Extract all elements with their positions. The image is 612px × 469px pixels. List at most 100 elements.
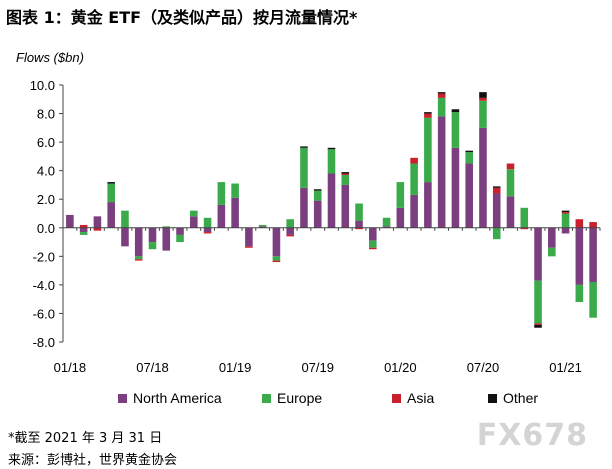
bar-europe-12/19 bbox=[382, 217, 391, 227]
legend-item-north-america: North America bbox=[118, 390, 222, 406]
x-tick-label: 01/19 bbox=[219, 360, 252, 375]
bar-europe-06/18 bbox=[134, 256, 143, 260]
bar-asia-07/20 bbox=[479, 97, 487, 101]
bar-europe-11/19 bbox=[369, 240, 377, 248]
bar-north-america-02/21 bbox=[575, 227, 584, 285]
bar-north-america-05/19 bbox=[286, 227, 294, 235]
axes-layer: -8.0 -6.0 -4.0 -2.0 0.0 2.0 4.0 6.0 8.0 10.0 01/18… bbox=[30, 78, 601, 375]
bar-north-america-04/18 bbox=[107, 202, 115, 228]
bar-europe-12/18 bbox=[217, 182, 226, 205]
bar-europe-03/19 bbox=[258, 224, 267, 227]
bar-asia-03/18 bbox=[93, 227, 102, 231]
bar-north-america-09/19 bbox=[341, 184, 350, 228]
bar-europe-02/18 bbox=[79, 232, 88, 235]
bar-asia-11/19 bbox=[369, 247, 377, 250]
legend-label: Europe bbox=[277, 390, 323, 406]
bar-other-06/20 bbox=[465, 150, 473, 153]
bar-europe-04/20 bbox=[437, 97, 446, 117]
legend-item-europe: Europe bbox=[262, 390, 322, 406]
bar-north-america-03/18 bbox=[93, 216, 102, 228]
legend-swatch bbox=[118, 393, 127, 403]
y-axis-title: Flows ($bn) bbox=[16, 50, 84, 65]
bar-asia-10/19 bbox=[355, 227, 363, 230]
bar-other-11/20 bbox=[534, 324, 542, 328]
bar-asia-03/20 bbox=[424, 113, 432, 118]
x-tick-label: 07/19 bbox=[301, 360, 334, 375]
stacked-bar-chart: -8.0 -6.0 -4.0 -2.0 0.0 2.0 4.0 6.0 8.0 10.0 01/18… bbox=[30, 78, 601, 375]
bar-other-04/18 bbox=[107, 182, 115, 184]
bar-other-07/19 bbox=[313, 189, 322, 191]
bar-europe-03/21 bbox=[589, 282, 597, 318]
bar-asia-06/18 bbox=[134, 259, 143, 261]
bar-north-america-03/19 bbox=[258, 226, 267, 228]
bar-north-america-11/18 bbox=[203, 227, 212, 233]
legend-item-other: Other bbox=[488, 390, 538, 406]
bar-europe-07/18 bbox=[148, 242, 157, 250]
bar-asia-02/21 bbox=[575, 219, 584, 228]
bar-north-america-01/18 bbox=[66, 214, 74, 228]
bar-north-america-08/18 bbox=[162, 227, 171, 251]
bar-europe-05/19 bbox=[286, 219, 294, 228]
bar-north-america-06/20 bbox=[465, 163, 473, 228]
bar-europe-08/19 bbox=[327, 149, 336, 174]
bar-north-america-02/19 bbox=[245, 227, 253, 247]
bar-other-07/20 bbox=[479, 92, 487, 98]
bar-other-04/20 bbox=[437, 92, 446, 94]
bar-europe-01/19 bbox=[231, 183, 239, 198]
bar-north-america-07/20 bbox=[479, 127, 487, 228]
y-tick-label: 2.0 bbox=[37, 192, 55, 207]
bar-asia-01/21 bbox=[561, 212, 570, 214]
y-tick-label: -4.0 bbox=[33, 278, 55, 293]
footnote: *截至 2021 年 3 月 31 日 bbox=[8, 431, 163, 446]
chart-title: 图表 1：黄金 ETF（及类似产品）按月流量情况* bbox=[6, 8, 358, 27]
bar-north-america-01/19 bbox=[231, 197, 239, 228]
x-tick-label: 01/20 bbox=[384, 360, 417, 375]
bar-asia-10/20 bbox=[520, 227, 529, 230]
bar-europe-08/20 bbox=[492, 227, 501, 240]
bar-europe-01/20 bbox=[396, 182, 405, 208]
legend-item-asia: Asia bbox=[392, 390, 434, 406]
bar-europe-11/20 bbox=[534, 280, 542, 324]
x-tick-label: 07/18 bbox=[136, 360, 169, 375]
legend-label: Other bbox=[503, 390, 539, 406]
bar-north-america-11/19 bbox=[369, 227, 377, 241]
bar-other-05/20 bbox=[451, 109, 460, 113]
bar-north-america-10/19 bbox=[355, 220, 363, 228]
bar-europe-09/20 bbox=[506, 169, 515, 197]
bar-asia-02/20 bbox=[410, 157, 418, 164]
bar-europe-06/19 bbox=[300, 147, 308, 188]
legend-swatch bbox=[392, 393, 401, 403]
bar-north-america-01/21 bbox=[561, 227, 570, 234]
x-tick-label: 01/18 bbox=[54, 360, 87, 375]
bar-asia-02/19 bbox=[245, 246, 253, 248]
bar-north-america-02/18 bbox=[79, 227, 88, 233]
legend-label: North America bbox=[133, 390, 222, 406]
bar-europe-02/20 bbox=[410, 163, 418, 195]
y-tick-label: -6.0 bbox=[33, 306, 55, 321]
bar-asia-05/19 bbox=[286, 234, 294, 237]
legend-swatch bbox=[262, 393, 271, 403]
bar-asia-11/18 bbox=[203, 232, 212, 234]
bar-asia-03/21 bbox=[589, 222, 597, 228]
y-tick-label: -8.0 bbox=[33, 335, 55, 350]
legend-swatch bbox=[488, 393, 497, 403]
y-tick-label: 8.0 bbox=[37, 107, 55, 122]
bar-europe-08/18 bbox=[162, 226, 171, 228]
bar-north-america-12/19 bbox=[382, 226, 391, 228]
source-text: 来源：彭博社，世界黄金协会 bbox=[8, 453, 178, 468]
bar-europe-07/19 bbox=[313, 190, 322, 201]
watermark-text: FX678 bbox=[476, 418, 588, 453]
bar-asia-08/20 bbox=[492, 187, 501, 194]
y-tick-label: 6.0 bbox=[37, 135, 55, 150]
bar-europe-04/19 bbox=[272, 256, 281, 261]
bar-other-01/21 bbox=[561, 210, 570, 213]
bar-north-america-06/18 bbox=[134, 227, 143, 257]
bar-europe-10/18 bbox=[190, 210, 198, 217]
bar-europe-09/19 bbox=[341, 174, 350, 185]
bar-asia-04/20 bbox=[437, 93, 446, 98]
bar-europe-05/18 bbox=[121, 210, 129, 228]
bar-asia-02/18 bbox=[79, 224, 88, 228]
x-tick-label: 01/21 bbox=[549, 360, 582, 375]
x-tick-label: 07/20 bbox=[467, 360, 500, 375]
y-tick-label: 4.0 bbox=[37, 164, 55, 179]
